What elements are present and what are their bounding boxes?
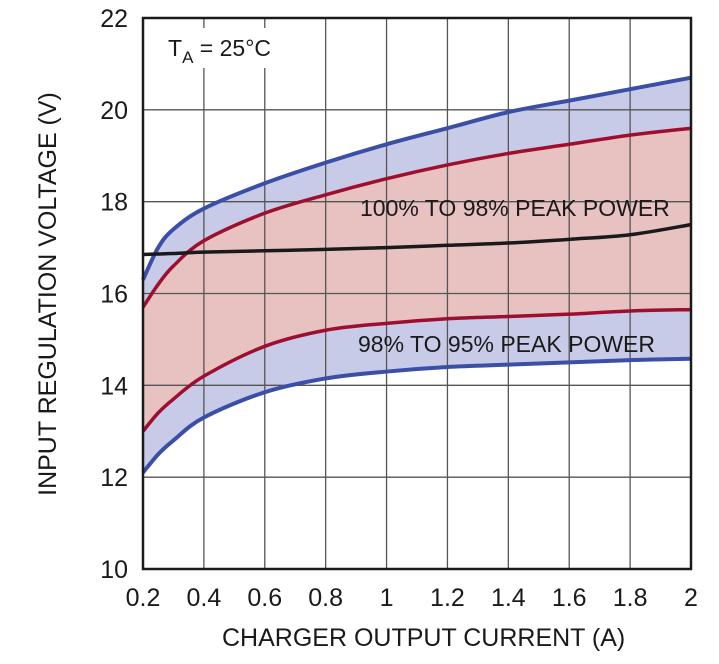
y-axis-label: INPUT REGULATION VOLTAGE (V) [34, 92, 62, 496]
y-tick-label: 20 [100, 97, 128, 125]
y-tick-label: 10 [100, 556, 128, 584]
x-tick-label: 2 [684, 584, 698, 612]
x-tick-label: 0.8 [308, 584, 343, 612]
x-axis-label: CHARGER OUTPUT CURRENT (A) [222, 624, 625, 652]
y-tick-label: 18 [100, 189, 128, 217]
condition-bg [160, 28, 288, 68]
y-tick-label: 16 [100, 281, 128, 309]
y-tick-label: 14 [100, 372, 128, 400]
band-label-lower: 98% TO 95% PEAK POWER [358, 331, 655, 357]
series-line-upper-95 [141, 75, 692, 281]
condition-annotation: TA = 25°C [168, 35, 271, 67]
band-fill-98 [143, 128, 691, 432]
plot-frame [141, 16, 693, 571]
x-tick-label: 1 [380, 584, 394, 612]
x-tick-label: 1.4 [491, 584, 526, 612]
series-line-lower-95 [141, 356, 692, 474]
x-tick-label: 1.6 [552, 584, 587, 612]
y-tick-label: 22 [100, 5, 128, 33]
x-tick-label: 0.6 [247, 584, 282, 612]
x-tick-label: 1.2 [430, 584, 465, 612]
x-tick-label: 0.4 [187, 584, 222, 612]
x-tick-label: 1.8 [613, 584, 648, 612]
series-line-peak [142, 222, 692, 257]
y-tick-label: 12 [100, 464, 128, 492]
series-line-upper-98 [141, 126, 692, 309]
x-tick-label: 0.2 [126, 584, 161, 612]
series-line-lower-98 [141, 307, 692, 433]
band-label-upper: 100% TO 98% PEAK POWER [360, 195, 670, 221]
